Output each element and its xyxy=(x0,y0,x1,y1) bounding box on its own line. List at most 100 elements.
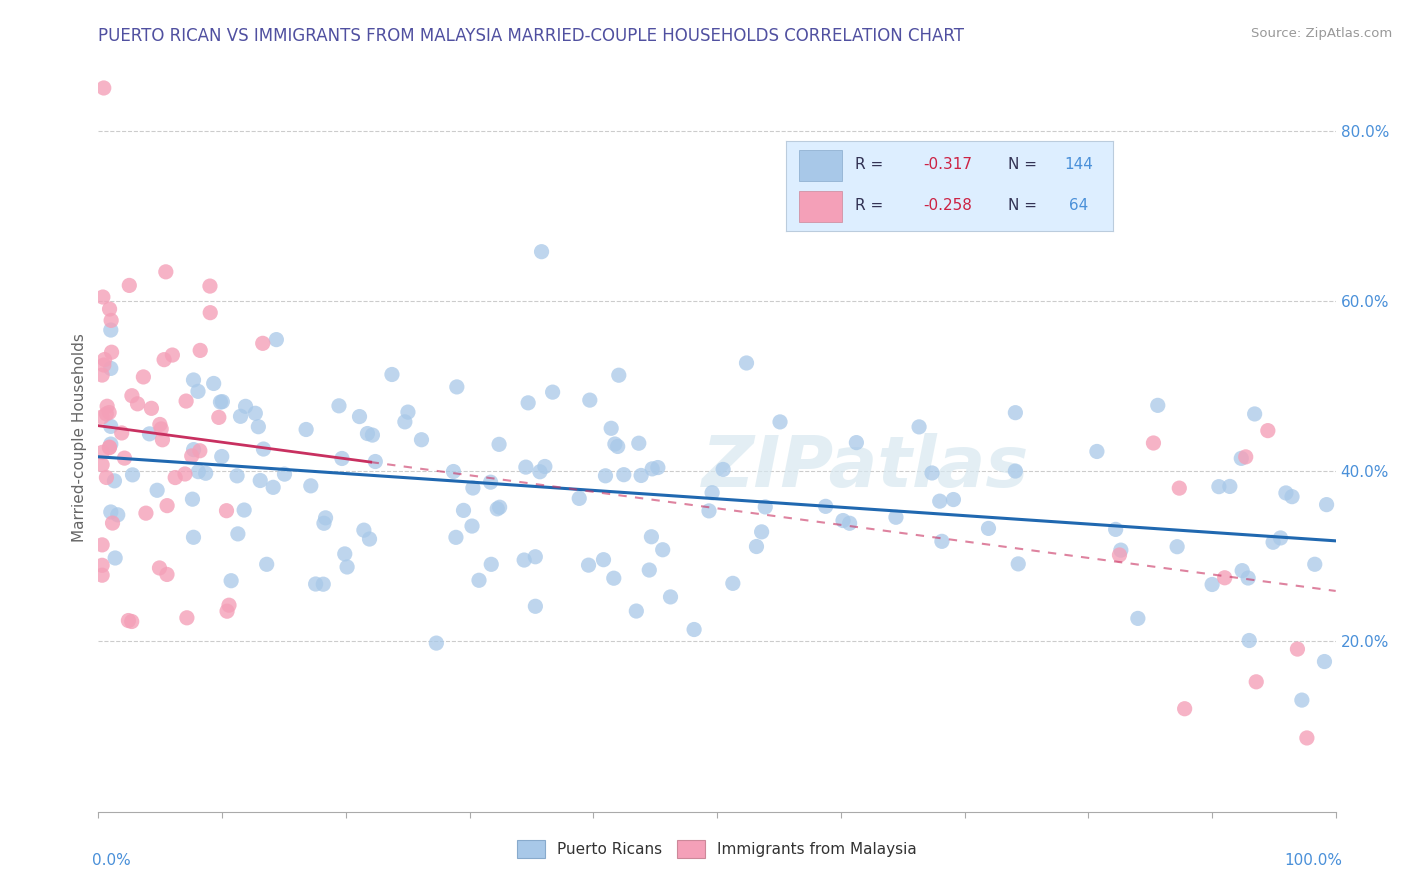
Point xyxy=(640,530,662,544)
Point xyxy=(183,442,205,457)
Point xyxy=(100,437,122,451)
Point xyxy=(104,551,127,566)
Point xyxy=(721,576,744,591)
Point xyxy=(832,514,855,528)
Point xyxy=(91,538,114,552)
Point xyxy=(215,604,238,618)
Point xyxy=(333,547,356,561)
Point xyxy=(1146,398,1168,412)
Text: PUERTO RICAN VS IMMIGRANTS FROM MALAYSIA MARRIED-COUPLE HOUSEHOLDS CORRELATION C: PUERTO RICAN VS IMMIGRANTS FROM MALAYSIA… xyxy=(98,27,965,45)
Point xyxy=(148,561,170,575)
Point xyxy=(235,400,257,414)
Point xyxy=(1237,633,1260,648)
Point xyxy=(1166,540,1188,554)
Point xyxy=(1168,481,1191,495)
Point xyxy=(188,343,211,358)
Point xyxy=(1142,436,1164,450)
Point xyxy=(443,465,465,479)
Point xyxy=(1243,407,1265,421)
Point xyxy=(156,567,179,582)
Point xyxy=(1126,611,1149,625)
Point xyxy=(444,530,467,544)
Point xyxy=(100,419,122,434)
Point xyxy=(479,475,502,490)
Point xyxy=(534,459,557,474)
Point xyxy=(266,333,288,347)
Point xyxy=(1219,479,1241,493)
Point xyxy=(1109,543,1132,558)
Point xyxy=(425,636,447,650)
Point xyxy=(135,506,157,520)
Point xyxy=(446,380,468,394)
Point xyxy=(524,549,547,564)
Point xyxy=(162,348,184,362)
Point xyxy=(91,458,114,472)
Y-axis label: Married-couple Households: Married-couple Households xyxy=(72,333,87,541)
Point xyxy=(1281,490,1303,504)
Text: R =: R = xyxy=(855,198,887,213)
Point xyxy=(754,500,776,514)
Point xyxy=(100,361,122,376)
Point xyxy=(304,577,326,591)
Point xyxy=(364,454,387,468)
Point xyxy=(908,420,931,434)
Point xyxy=(638,563,661,577)
Point xyxy=(256,558,278,572)
Point xyxy=(1296,731,1319,745)
Point xyxy=(299,479,322,493)
Point xyxy=(1085,444,1108,458)
Point xyxy=(101,516,124,530)
Point xyxy=(249,474,271,488)
Point xyxy=(647,460,669,475)
Point xyxy=(114,451,136,466)
Point xyxy=(93,358,115,372)
Point xyxy=(93,352,115,367)
Point xyxy=(607,368,630,383)
Point xyxy=(187,384,209,399)
Point xyxy=(100,345,122,359)
Point xyxy=(630,468,652,483)
Point xyxy=(219,574,242,588)
Point xyxy=(814,500,837,514)
Point xyxy=(1237,571,1260,585)
Point xyxy=(96,407,118,421)
Point xyxy=(603,437,626,451)
Point xyxy=(181,492,204,507)
Point xyxy=(165,470,187,484)
Point xyxy=(315,511,337,525)
Point xyxy=(215,504,238,518)
Point xyxy=(1007,557,1029,571)
Point xyxy=(188,443,211,458)
Point xyxy=(98,441,121,455)
Point xyxy=(1108,548,1130,562)
Point xyxy=(1201,577,1223,591)
Point xyxy=(187,465,209,479)
Text: ZIPatlas: ZIPatlas xyxy=(702,433,1029,501)
Point xyxy=(651,542,673,557)
Point xyxy=(141,401,163,416)
Point xyxy=(155,265,177,279)
Point xyxy=(229,409,252,424)
Point xyxy=(107,508,129,522)
Point xyxy=(529,465,551,479)
Point xyxy=(524,599,547,614)
Point xyxy=(91,568,114,582)
Point xyxy=(517,396,540,410)
Point xyxy=(174,394,197,409)
Point xyxy=(103,474,125,488)
Point xyxy=(735,356,758,370)
Point xyxy=(121,467,143,482)
Point xyxy=(209,395,232,409)
Point xyxy=(118,278,141,293)
Point xyxy=(1313,655,1336,669)
Point xyxy=(884,510,907,524)
Point xyxy=(356,426,378,441)
Point xyxy=(1316,498,1339,512)
Point xyxy=(330,451,353,466)
Point xyxy=(921,466,943,480)
Point xyxy=(91,445,114,459)
FancyBboxPatch shape xyxy=(799,151,842,181)
Point xyxy=(233,503,256,517)
Point xyxy=(312,577,335,591)
Point xyxy=(1230,451,1253,466)
